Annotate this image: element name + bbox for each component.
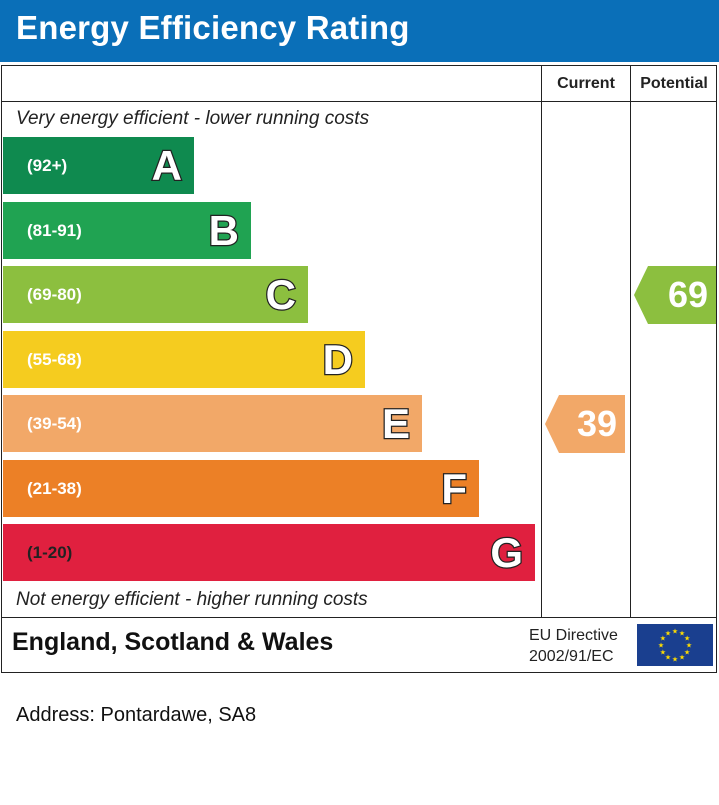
band-range-label: (81-91) [27,220,82,240]
potential-rating-marker: 69 [634,265,716,324]
band-letter: F [440,463,468,513]
svg-text:★: ★ [672,628,678,636]
column-divider-potential [630,65,631,618]
top-note: Very energy efficient - lower running co… [16,108,370,129]
svg-text:★: ★ [658,642,664,650]
band-letter: D [321,334,354,384]
band-range-label: (69-80) [27,285,82,304]
current-rating-marker-value: 39 [576,402,617,444]
band-range-label: (39-54) [27,414,82,433]
eu-directive-number: 2002/91/EC [529,648,614,665]
region-label: England, Scotland & Wales [12,628,334,656]
header-bar: Energy Efficiency Rating [0,0,719,62]
band-f: (21-38) F [3,459,479,517]
band-letter: B [207,205,240,255]
svg-text:★: ★ [665,629,671,637]
band-a: (92+) A [3,137,194,194]
svg-text:★: ★ [684,635,690,643]
band-d: (55-68) D [3,330,365,388]
potential-rating-marker-value: 69 [667,273,708,315]
eu-directive-label: EU Directive [529,627,618,644]
eu-flag-icon: ★ ★ ★ ★ ★ ★ ★ ★ ★ ★ ★ ★ [637,624,713,666]
column-divider-current [541,65,542,618]
svg-text:★: ★ [672,656,678,664]
band-letter: E [381,399,412,449]
band-range-label: (92+) [27,156,68,175]
band-g: (1-20) G [3,524,535,581]
svg-text:★: ★ [679,629,685,637]
header-divider [1,101,717,102]
current-rating-marker: 39 [545,394,625,453]
svg-text:★: ★ [686,642,692,650]
address-line: Address: Pontardawe, SA8 [16,704,257,726]
svg-text:★: ★ [665,654,671,662]
svg-text:★: ★ [679,654,685,662]
band-letter: C [264,270,297,320]
page-title: Energy Efficiency Rating [16,9,410,46]
band-e: (39-54) E [3,395,422,452]
band-range-label: (21-38) [27,478,82,498]
bottom-note: Not energy efficient - higher running co… [16,589,368,610]
footer-divider [1,617,717,618]
potential-rating-marker-arrow [634,265,716,324]
band-range-label: (1-20) [27,543,73,562]
band-b: (81-91) B [3,201,251,259]
band-range-label: (55-68) [27,349,82,369]
band-c: (69-80) C [3,266,308,323]
svg-text:★: ★ [660,649,666,657]
band-letter: A [150,141,183,191]
current-column-header: Current [557,75,615,92]
potential-column-header: Potential [640,75,708,92]
band-letter: G [489,528,524,578]
current-rating-marker-arrow [545,394,625,453]
rating-frame [1,65,717,673]
svg-text:★: ★ [660,635,666,643]
svg-text:★: ★ [684,649,690,657]
